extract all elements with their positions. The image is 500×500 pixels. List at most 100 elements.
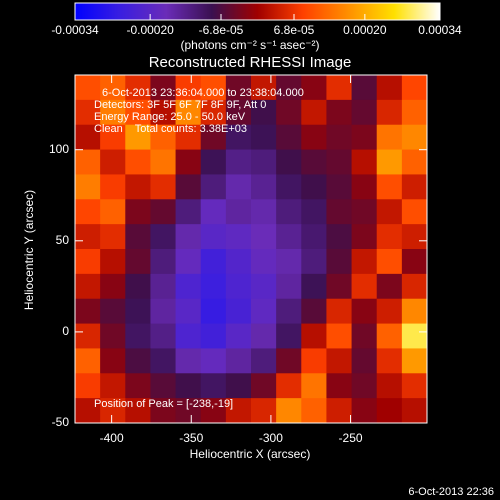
heatmap-cell [175, 174, 202, 200]
heatmap-cell [351, 124, 378, 151]
heatmap-cell [75, 373, 101, 399]
heatmap-cell [351, 199, 378, 225]
heatmap-cell [75, 398, 101, 424]
heatmap-cell [200, 124, 227, 151]
heatmap-cell [326, 323, 353, 349]
heatmap-cell [200, 199, 227, 225]
heatmap-cell [326, 249, 353, 275]
heatmap-cell [225, 373, 252, 399]
heatmap-cell [100, 199, 126, 225]
heatmap-cell [150, 348, 177, 374]
annotation: Clean Total counts: 3.38E+03 [94, 123, 247, 135]
heatmap-cell [100, 75, 126, 101]
heatmap-cell [75, 149, 101, 175]
heatmap-cell [251, 224, 277, 250]
heatmap-cell [125, 174, 151, 200]
heatmap-cell [100, 249, 126, 275]
heatmap-cell [276, 75, 302, 101]
heatmap-cell [326, 149, 353, 175]
colorbar-tick-label: 0.00034 [418, 23, 462, 37]
heatmap-cell [401, 75, 428, 101]
colorbar-tick-label: 6.8e-05 [274, 23, 315, 37]
heatmap-cell [251, 298, 277, 325]
heatmap-cell [401, 323, 428, 349]
heatmap-cell [326, 298, 353, 325]
heatmap-cell [301, 249, 327, 275]
heatmap-cell [150, 99, 177, 126]
heatmap-cell [150, 124, 177, 151]
heatmap-cell [276, 199, 302, 225]
heatmap-cell [200, 273, 227, 300]
heatmap-cell [401, 174, 428, 200]
heatmap-cell [351, 373, 378, 399]
heatmap-cell [326, 224, 353, 250]
heatmap-cell [401, 149, 428, 175]
heatmap-cell [251, 174, 277, 200]
annotation: Energy Range: 25.0 - 50.0 keV [94, 111, 246, 123]
heatmap-cell [326, 373, 353, 399]
heatmap-cell [175, 373, 202, 399]
y-tick-label: 100 [49, 142, 69, 156]
colorbar-label: (photons cm⁻² s⁻¹ asec⁻²) [180, 38, 319, 52]
heatmap-cell [326, 398, 353, 424]
heatmap-cell [100, 273, 126, 300]
heatmap-cell [75, 199, 101, 225]
heatmap-cell [100, 323, 126, 349]
heatmap-cell [150, 149, 177, 175]
heatmap-cell [100, 373, 126, 399]
heatmap-cell [200, 249, 227, 275]
chart-title: Reconstructed RHESSI Image [149, 54, 352, 71]
heatmap-cell [200, 75, 227, 101]
heatmap-cell [75, 99, 101, 126]
heatmap-cell [225, 149, 252, 175]
heatmap-cell [351, 249, 378, 275]
heatmap-cell [125, 398, 151, 424]
heatmap-cell [200, 298, 227, 325]
heatmap-cell [75, 124, 101, 151]
heatmap-cell [175, 124, 202, 151]
heatmap-cell [100, 149, 126, 175]
heatmap-cell [125, 199, 151, 225]
heatmap-cell [401, 124, 428, 151]
y-tick-label: 50 [56, 233, 70, 247]
heatmap-cell [175, 273, 202, 300]
heatmap-cell [326, 174, 353, 200]
heatmap-cell [150, 298, 177, 325]
heatmap-cell [125, 348, 151, 374]
heatmap-cell [200, 398, 227, 424]
heatmap-cell [301, 224, 327, 250]
heatmap-cell [251, 348, 277, 374]
heatmap-cell [376, 398, 403, 424]
y-tick-label: -50 [52, 415, 70, 429]
heatmap-cell [301, 149, 327, 175]
x-tick-label: -300 [259, 431, 283, 445]
heatmap-cell [200, 348, 227, 374]
heatmap-cell [100, 224, 126, 250]
y-tick-label: 0 [62, 324, 69, 338]
peak-label: Position of Peak = [-238,-19] [94, 398, 233, 410]
heatmap-cell [251, 199, 277, 225]
heatmap-cell [276, 174, 302, 200]
colorbar-tick-label: -6.8e-05 [199, 23, 244, 37]
heatmap-cell [276, 298, 302, 325]
heatmap-cell [125, 273, 151, 300]
annotation: 6-Oct-2013 23:36:04.000 to 23:38:04.000 [102, 87, 304, 99]
heatmap-cell [401, 99, 428, 126]
heatmap-cell [351, 348, 378, 374]
heatmap-cell [150, 224, 177, 250]
heatmap-cell [401, 224, 428, 250]
heatmap-cell [225, 174, 252, 200]
heatmap-cell [200, 373, 227, 399]
heatmap-cell [276, 348, 302, 374]
heatmap-cell [150, 373, 177, 399]
colorbar-tick-label: -0.00020 [126, 23, 174, 37]
heatmap-cell [225, 249, 252, 275]
heatmap-cell [75, 273, 101, 300]
heatmap-cell [326, 99, 353, 126]
heatmap-cell [200, 323, 227, 349]
heatmap-cell [276, 323, 302, 349]
heatmap-cell [100, 348, 126, 374]
heatmap-cell [326, 75, 353, 101]
heatmap-cell [376, 323, 403, 349]
